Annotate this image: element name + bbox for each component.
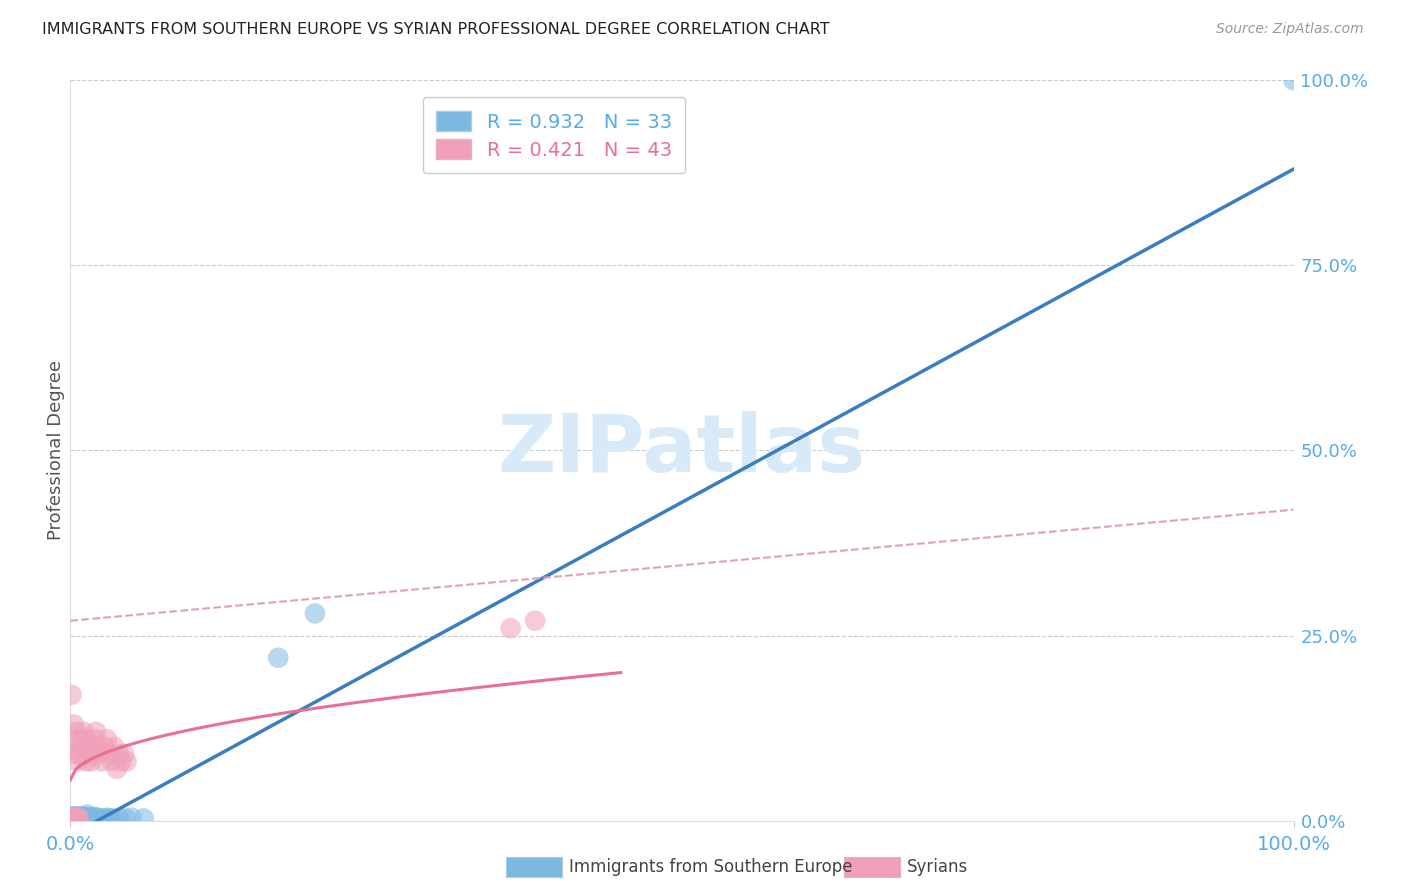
Point	[73, 747, 96, 761]
Text: Immigrants from Southern Europe: Immigrants from Southern Europe	[569, 858, 853, 876]
Point	[60, 810, 83, 824]
Point	[90, 812, 112, 826]
Point	[524, 614, 547, 628]
Point	[62, 811, 84, 825]
Point	[96, 811, 118, 825]
Point	[93, 739, 115, 754]
Point	[60, 810, 83, 824]
Point	[121, 811, 143, 825]
Text: ZIPatlas: ZIPatlas	[498, 411, 866, 490]
Point	[73, 811, 96, 825]
Point	[267, 650, 290, 665]
Point	[62, 732, 84, 747]
Point	[132, 812, 155, 826]
Point	[89, 747, 111, 761]
Point	[79, 811, 101, 825]
Point	[114, 812, 136, 826]
Point	[67, 812, 90, 826]
Point	[63, 812, 86, 826]
Point	[82, 747, 104, 761]
Point	[66, 812, 89, 826]
Point	[65, 812, 87, 826]
Point	[83, 732, 105, 747]
Point	[63, 747, 86, 761]
Point	[105, 762, 128, 776]
Point	[72, 739, 94, 754]
Point	[72, 809, 94, 823]
Point	[73, 812, 96, 826]
Point	[499, 621, 522, 635]
Point	[108, 812, 131, 826]
Point	[91, 755, 114, 769]
Point	[82, 812, 104, 826]
Point	[70, 732, 93, 747]
Y-axis label: Professional Degree: Professional Degree	[48, 360, 66, 541]
Point	[69, 811, 91, 825]
Point	[112, 747, 135, 761]
Point	[84, 724, 107, 739]
Point	[66, 755, 89, 769]
Legend: R = 0.932   N = 33, R = 0.421   N = 43: R = 0.932 N = 33, R = 0.421 N = 43	[423, 97, 686, 173]
Point	[67, 811, 90, 825]
Point	[115, 755, 138, 769]
Point	[83, 811, 105, 825]
Point	[73, 724, 96, 739]
Point	[96, 732, 118, 747]
Point	[77, 810, 100, 824]
Point	[63, 717, 86, 731]
Point	[98, 812, 121, 826]
Point	[70, 810, 93, 824]
Text: Syrians: Syrians	[907, 858, 969, 876]
Point	[98, 747, 121, 761]
Point	[63, 810, 86, 824]
Point	[65, 809, 87, 823]
Point	[75, 811, 97, 825]
Point	[62, 809, 84, 823]
Point	[77, 747, 100, 761]
Point	[76, 732, 98, 747]
Text: IMMIGRANTS FROM SOUTHERN EUROPE VS SYRIAN PROFESSIONAL DEGREE CORRELATION CHART: IMMIGRANTS FROM SOUTHERN EUROPE VS SYRIA…	[42, 22, 830, 37]
Point	[111, 755, 134, 769]
Point	[76, 807, 98, 822]
Text: Source: ZipAtlas.com: Source: ZipAtlas.com	[1216, 22, 1364, 37]
Point	[93, 812, 115, 826]
Point	[80, 755, 103, 769]
Point	[79, 739, 101, 754]
Point	[83, 739, 105, 754]
Point	[69, 747, 91, 761]
Point	[67, 739, 90, 754]
Point	[66, 811, 89, 825]
Point	[103, 739, 125, 754]
Point	[83, 810, 105, 824]
Point	[101, 812, 124, 826]
Point	[60, 688, 83, 702]
Point	[63, 811, 86, 825]
Point	[101, 755, 124, 769]
Point	[63, 811, 86, 825]
Point	[86, 739, 108, 754]
Point	[75, 755, 97, 769]
Point	[80, 812, 103, 826]
Point	[65, 724, 87, 739]
Point	[304, 607, 326, 621]
Point	[86, 811, 108, 825]
Point	[108, 747, 131, 761]
Point	[1282, 73, 1305, 87]
